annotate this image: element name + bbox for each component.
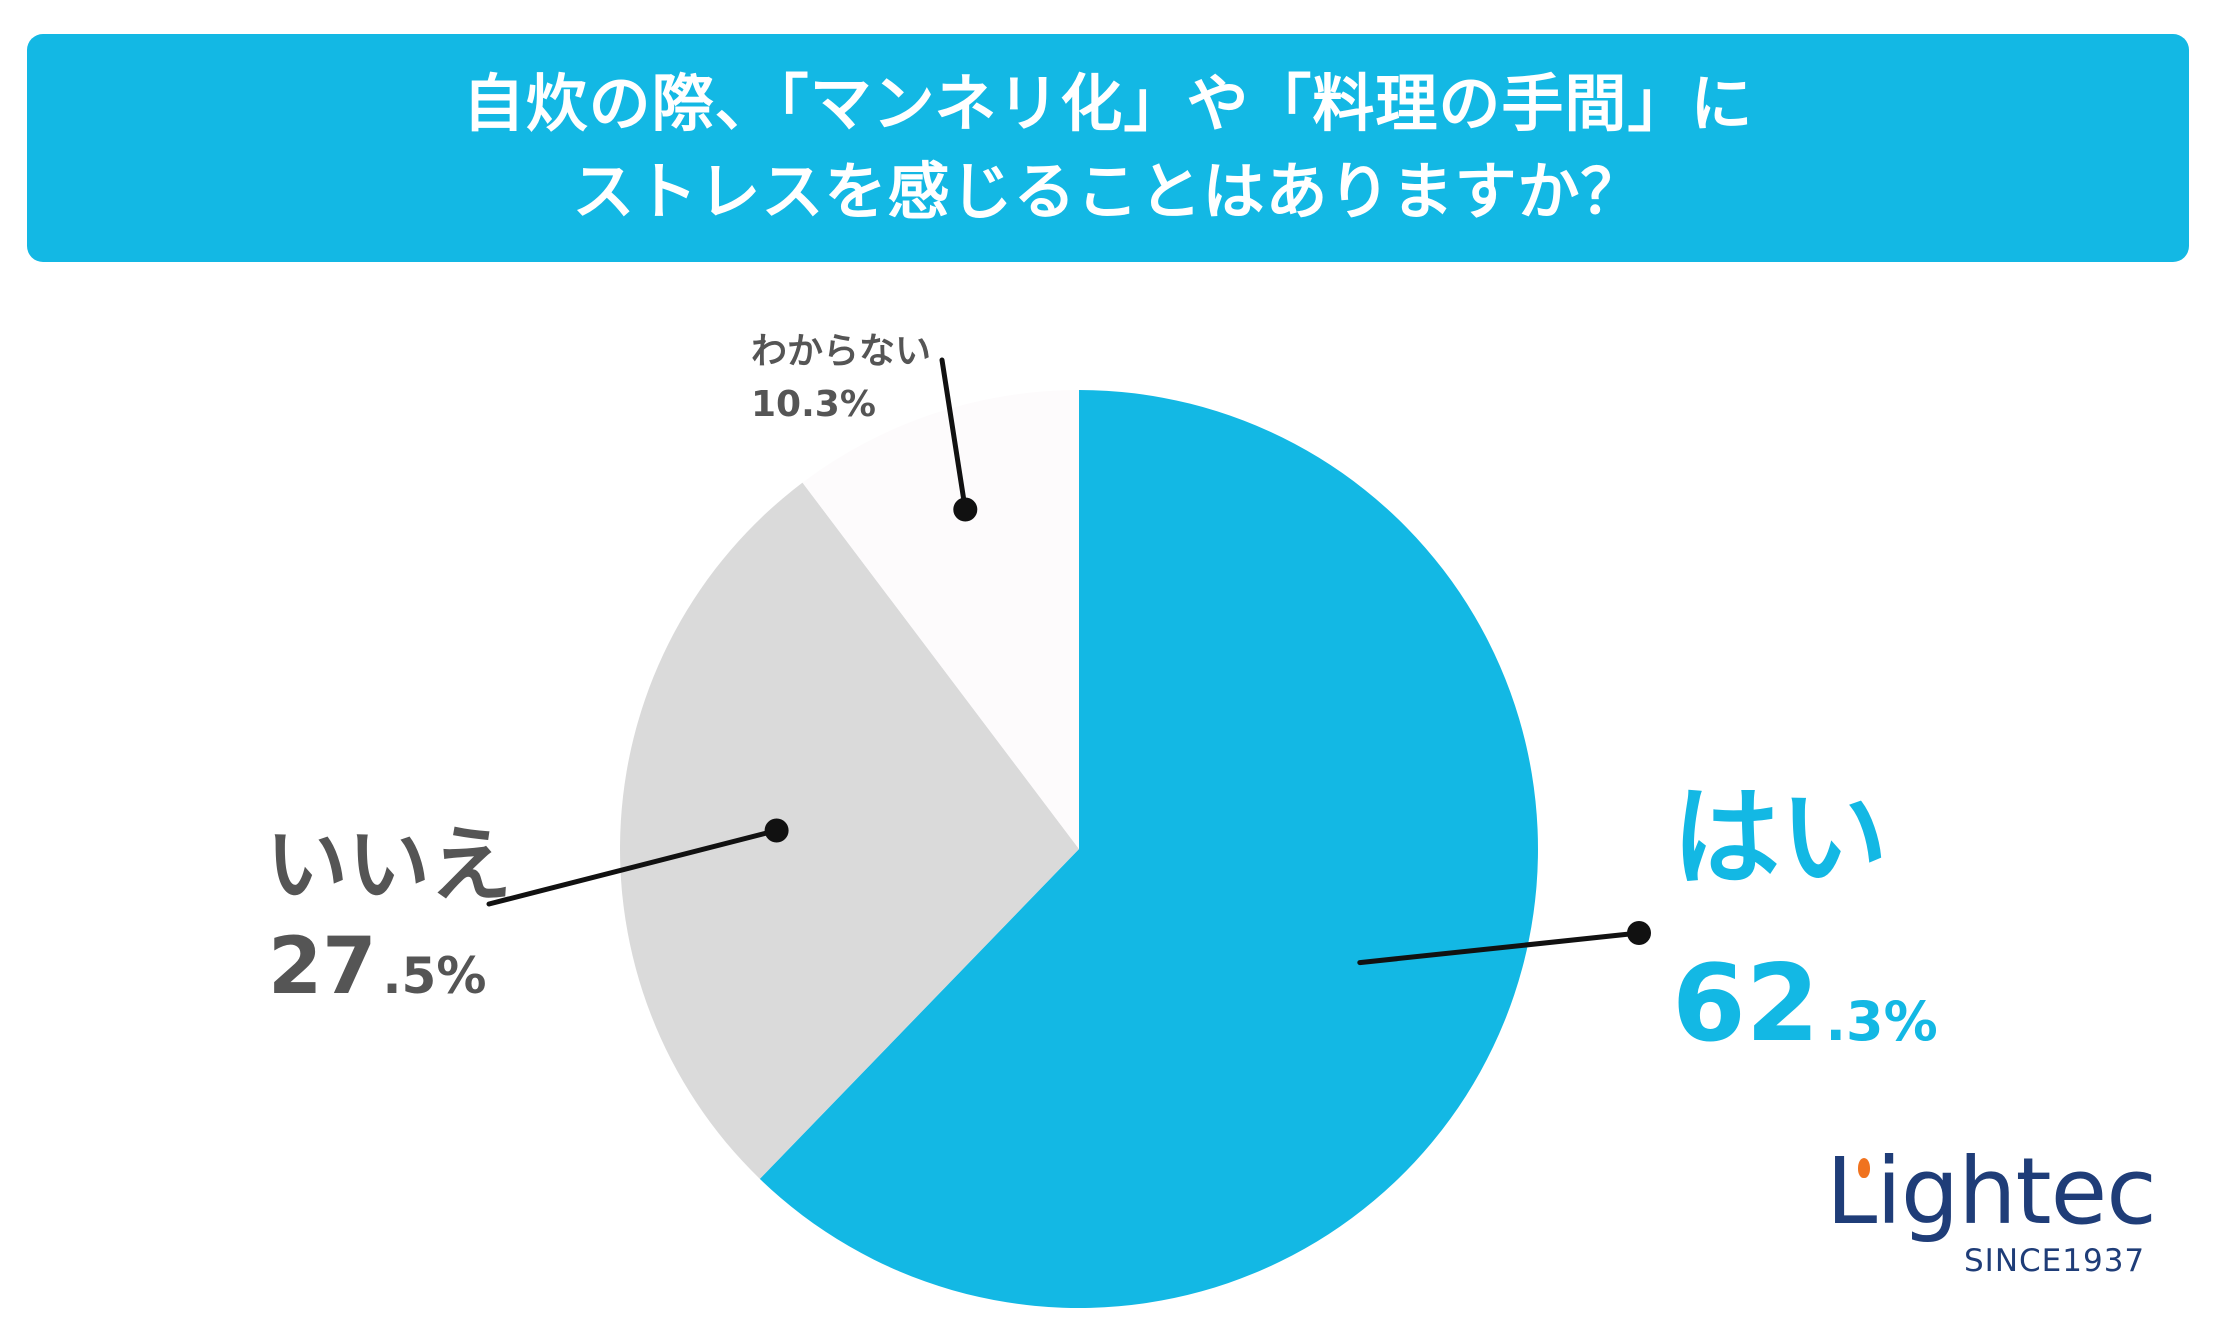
slice-value-no: 27.5% (268, 922, 486, 1012)
pie-slice-yes (759, 390, 1538, 1309)
lightec-logo: Lightec SINCE1937 (1826, 1138, 2166, 1279)
logo-tagline: SINCE1937 (1964, 1243, 2146, 1279)
chart-title-line-1: 自炊の際、「マンネリ化」や「料理の手間」に (462, 67, 1754, 140)
pie-slice-no (619, 482, 1079, 1179)
slice-label-yes: はい (1672, 776, 1888, 901)
logo-wordmark: Lightec (1826, 1138, 2157, 1245)
slice-label-unknown: わからない (751, 331, 931, 372)
slice-value-yes: 62.3% (1672, 942, 1938, 1065)
leader-line (939, 357, 968, 512)
flame-icon (1858, 1158, 1870, 1178)
leader-dot (764, 818, 789, 843)
leader-dot (1627, 921, 1651, 945)
leader-line (486, 828, 780, 907)
leader-line (1357, 930, 1642, 966)
slice-value-unknown: 10.3% (751, 384, 876, 425)
slice-label-no: いいえ (266, 818, 512, 913)
leader-dot (953, 497, 978, 522)
pie-slice-unknown (802, 390, 1079, 849)
chart-title-line-2: ストレスを感じることはありますか？ (572, 155, 1644, 228)
title-banner: 自炊の際、「マンネリ化」や「料理の手間」に ストレスを感じることはありますか？ (27, 34, 2189, 262)
